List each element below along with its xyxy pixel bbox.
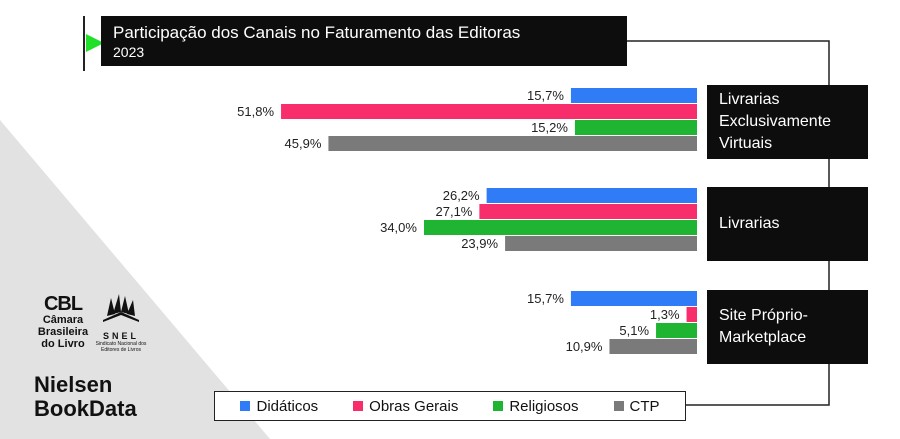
data-label-ctp-1: 45,9% (285, 136, 322, 151)
data-label-religiosos-1: 15,2% (531, 120, 568, 135)
cbl-logo-mark: CBL (43, 293, 83, 315)
legend-label-religiosos: Religiosos (509, 397, 579, 415)
data-label-didaticos-3: 15,7% (527, 291, 564, 306)
bar-ctp-1 (328, 136, 697, 151)
bar-religiosos-3 (656, 323, 697, 338)
data-label-didaticos-2: 26,2% (443, 188, 480, 203)
data-label-didaticos-1: 15,7% (527, 88, 564, 103)
bar-religiosos-1 (574, 120, 697, 135)
legend-label-didaticos: Didáticos (256, 397, 319, 415)
title-box: Participação dos Canais no Faturamento d… (101, 16, 627, 66)
category-label-2: Livrarias (707, 187, 868, 261)
legend-item-obras-gerais: Obras Gerais (353, 398, 458, 415)
legend-label-ctp: CTP (629, 397, 660, 415)
snel-book-icon (103, 294, 139, 322)
legend-swatch-religiosos (493, 401, 504, 411)
data-label-obras-gerais-2: 27,1% (436, 204, 473, 219)
bar-ctp-3 (609, 339, 697, 354)
data-label-religiosos-3: 5,1% (619, 323, 649, 338)
bar-didaticos-3 (570, 291, 697, 306)
snel-logo-abbr: SNEL (102, 331, 139, 341)
legend-item-didaticos: Didáticos (240, 398, 318, 415)
bar-didaticos-2 (486, 188, 697, 203)
legend-swatch-ctp (613, 401, 624, 411)
snel-logo-name: Sindicato Nacional dos Editores de Livro… (95, 341, 147, 353)
legend-label-obras-gerais: Obras Gerais (369, 397, 459, 415)
background-shape (0, 120, 270, 439)
chart-subtitle: 2023 (113, 44, 145, 60)
bar-obras-gerais-2 (479, 204, 697, 219)
bar-religiosos-2 (423, 220, 697, 235)
legend-swatch-didaticos (240, 401, 251, 411)
data-label-religiosos-2: 34,0% (380, 220, 417, 235)
category-label-3: Site Próprio- Marketplace (707, 290, 868, 364)
bar-obras-gerais-1 (281, 104, 697, 119)
chart-title: Participação dos Canais no Faturamento d… (113, 23, 521, 42)
bar-obras-gerais-3 (686, 307, 697, 322)
nielsen-bookdata-logo: Nielsen BookData (34, 372, 137, 421)
legend-swatch-obras-gerais (353, 401, 364, 411)
bar-didaticos-1 (570, 88, 697, 103)
legend-item-ctp: CTP (613, 397, 660, 415)
data-label-obras-gerais-3: 1,3% (650, 307, 680, 322)
cbl-logo: CBL Câmara Brasileira do Livro (34, 294, 92, 350)
data-label-ctp-3: 10,9% (566, 339, 603, 354)
snel-logo: SNEL Sindicato Nacional dos Editores de … (94, 292, 148, 353)
bar-ctp-2 (505, 236, 697, 251)
play-triangle-icon (86, 34, 104, 52)
category-label-1: Livrarias Exclusivamente Virtuais (707, 85, 868, 159)
legend-item-religiosos: Religiosos (493, 397, 579, 415)
cbl-logo-name: Câmara Brasileira do Livro (37, 314, 89, 350)
data-label-ctp-2: 23,9% (461, 236, 498, 251)
title-accent-bar (83, 16, 85, 71)
data-label-obras-gerais-1: 51,8% (237, 104, 274, 119)
legend: Didáticos Obras Gerais Religiosos CTP (214, 391, 686, 421)
